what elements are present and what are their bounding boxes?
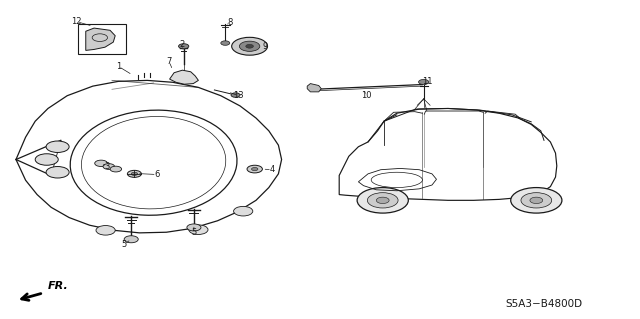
Text: 11: 11 bbox=[422, 78, 433, 86]
Text: 10: 10 bbox=[362, 91, 372, 100]
Circle shape bbox=[511, 188, 562, 213]
Circle shape bbox=[367, 193, 398, 208]
Circle shape bbox=[187, 224, 201, 231]
Text: S5A3−B4800D: S5A3−B4800D bbox=[506, 299, 582, 309]
Circle shape bbox=[521, 193, 552, 208]
Text: 12: 12 bbox=[72, 17, 82, 26]
Circle shape bbox=[247, 165, 262, 173]
Circle shape bbox=[232, 37, 268, 55]
Circle shape bbox=[419, 79, 429, 85]
Circle shape bbox=[95, 160, 108, 167]
Text: 2: 2 bbox=[179, 40, 184, 48]
Circle shape bbox=[239, 41, 260, 51]
Text: 4: 4 bbox=[269, 165, 275, 174]
Circle shape bbox=[46, 141, 69, 152]
Circle shape bbox=[46, 167, 69, 178]
Circle shape bbox=[127, 170, 141, 177]
Circle shape bbox=[234, 206, 253, 216]
Text: 5: 5 bbox=[122, 240, 127, 249]
Text: 8: 8 bbox=[228, 18, 233, 27]
Circle shape bbox=[376, 197, 389, 204]
Text: 9: 9 bbox=[263, 42, 268, 51]
Circle shape bbox=[530, 197, 543, 204]
Circle shape bbox=[103, 164, 115, 169]
Text: FR.: FR. bbox=[48, 281, 68, 291]
Text: 3: 3 bbox=[104, 162, 109, 171]
Polygon shape bbox=[170, 70, 198, 84]
Circle shape bbox=[231, 93, 240, 97]
Polygon shape bbox=[307, 84, 321, 92]
Bar bbox=[78, 24, 126, 54]
Circle shape bbox=[252, 167, 258, 171]
Circle shape bbox=[221, 41, 230, 45]
Circle shape bbox=[131, 172, 138, 175]
Text: 5: 5 bbox=[191, 228, 196, 237]
Circle shape bbox=[110, 166, 122, 172]
Text: 1: 1 bbox=[116, 62, 121, 71]
Polygon shape bbox=[86, 28, 115, 50]
Circle shape bbox=[179, 44, 189, 49]
Circle shape bbox=[189, 225, 208, 234]
Text: 7: 7 bbox=[166, 57, 172, 66]
Circle shape bbox=[35, 154, 58, 165]
Text: 13: 13 bbox=[234, 91, 244, 100]
Circle shape bbox=[96, 226, 115, 235]
Circle shape bbox=[357, 188, 408, 213]
Circle shape bbox=[246, 44, 253, 48]
Circle shape bbox=[124, 236, 138, 243]
Text: 6: 6 bbox=[154, 170, 159, 179]
